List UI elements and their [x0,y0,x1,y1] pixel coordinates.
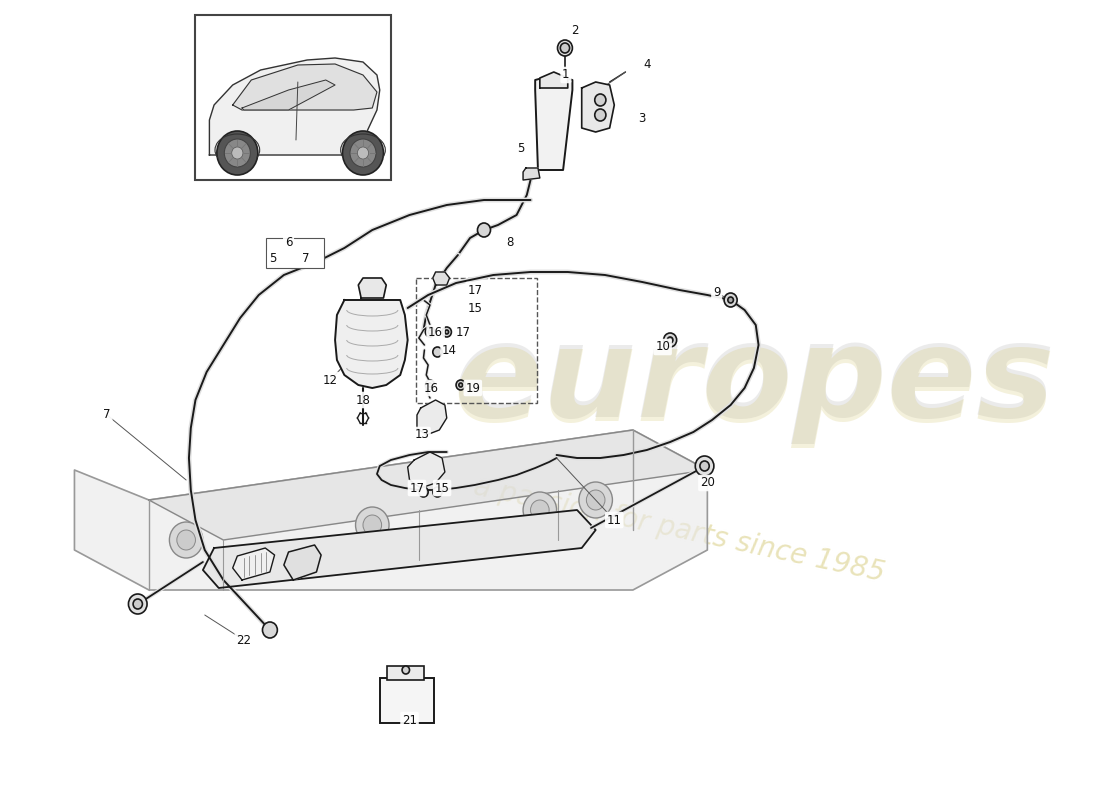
Circle shape [355,507,389,543]
Circle shape [350,139,376,167]
Circle shape [224,139,251,167]
Text: 15: 15 [434,482,450,494]
Bar [196,15,390,180]
Circle shape [129,594,147,614]
Polygon shape [202,510,596,588]
Circle shape [477,223,491,237]
Circle shape [695,456,714,476]
Circle shape [232,147,243,159]
Text: 14: 14 [442,343,456,357]
Polygon shape [582,82,614,132]
Text: 19: 19 [465,382,481,394]
Polygon shape [209,58,380,155]
Circle shape [403,666,409,674]
Text: 16: 16 [424,382,439,394]
Text: 3: 3 [638,111,646,125]
Polygon shape [536,75,572,170]
Text: 11: 11 [607,514,621,526]
Circle shape [217,131,257,175]
Polygon shape [242,80,336,110]
Circle shape [579,482,613,518]
Circle shape [724,293,737,307]
Circle shape [358,147,368,159]
Circle shape [668,337,673,343]
Polygon shape [75,430,707,590]
Text: 13: 13 [415,429,429,442]
Circle shape [432,347,442,357]
Polygon shape [233,548,275,580]
Polygon shape [148,430,707,540]
Text: 20: 20 [700,477,715,490]
Polygon shape [336,300,408,388]
Text: 2: 2 [571,23,579,37]
Circle shape [595,109,606,121]
Circle shape [595,94,606,106]
Text: a passion for parts since 1985: a passion for parts since 1985 [471,473,888,587]
Circle shape [426,327,434,337]
Circle shape [700,461,710,471]
Circle shape [524,492,557,528]
Circle shape [530,500,549,520]
Polygon shape [417,400,447,435]
Polygon shape [524,168,540,180]
Circle shape [363,515,382,535]
Circle shape [442,327,451,337]
Circle shape [263,622,277,638]
Circle shape [456,380,465,390]
Circle shape [177,530,196,550]
Circle shape [169,522,202,558]
Text: 17: 17 [456,326,471,339]
Text: 21: 21 [402,714,417,726]
Text: 12: 12 [323,374,338,386]
Text: 16: 16 [428,326,443,339]
Text: 17: 17 [468,283,482,297]
Circle shape [419,487,428,497]
Circle shape [586,490,605,510]
Text: 1: 1 [562,69,570,82]
Polygon shape [284,545,321,580]
Bar [387,666,425,680]
Text: 9: 9 [713,286,721,299]
Text: 4: 4 [644,58,650,71]
Bar [416,278,537,403]
Text: 5: 5 [270,251,276,265]
Text: 7: 7 [301,251,309,265]
Polygon shape [359,278,386,298]
Text: 7: 7 [103,409,111,422]
Bar [379,678,433,723]
Circle shape [428,383,432,387]
Polygon shape [540,72,568,88]
Circle shape [428,330,432,334]
Text: 6: 6 [285,235,293,249]
Text: 15: 15 [468,302,482,314]
Polygon shape [233,64,377,110]
Text: europes: europes [453,322,1055,449]
Text: 5: 5 [517,142,525,154]
Text: 8: 8 [506,235,514,249]
Circle shape [560,43,570,53]
Text: 17: 17 [409,482,425,494]
Bar [266,238,323,268]
Polygon shape [408,452,444,488]
Circle shape [728,297,734,303]
Circle shape [663,333,676,347]
Circle shape [432,487,442,497]
Circle shape [426,380,434,390]
Polygon shape [432,272,450,285]
Text: europes: europes [453,317,1055,443]
Text: 10: 10 [656,341,670,354]
Circle shape [342,131,384,175]
Circle shape [133,599,142,609]
Circle shape [444,330,449,334]
Circle shape [558,40,572,56]
Text: 22: 22 [236,634,252,646]
Circle shape [459,383,463,387]
Text: 18: 18 [355,394,371,406]
